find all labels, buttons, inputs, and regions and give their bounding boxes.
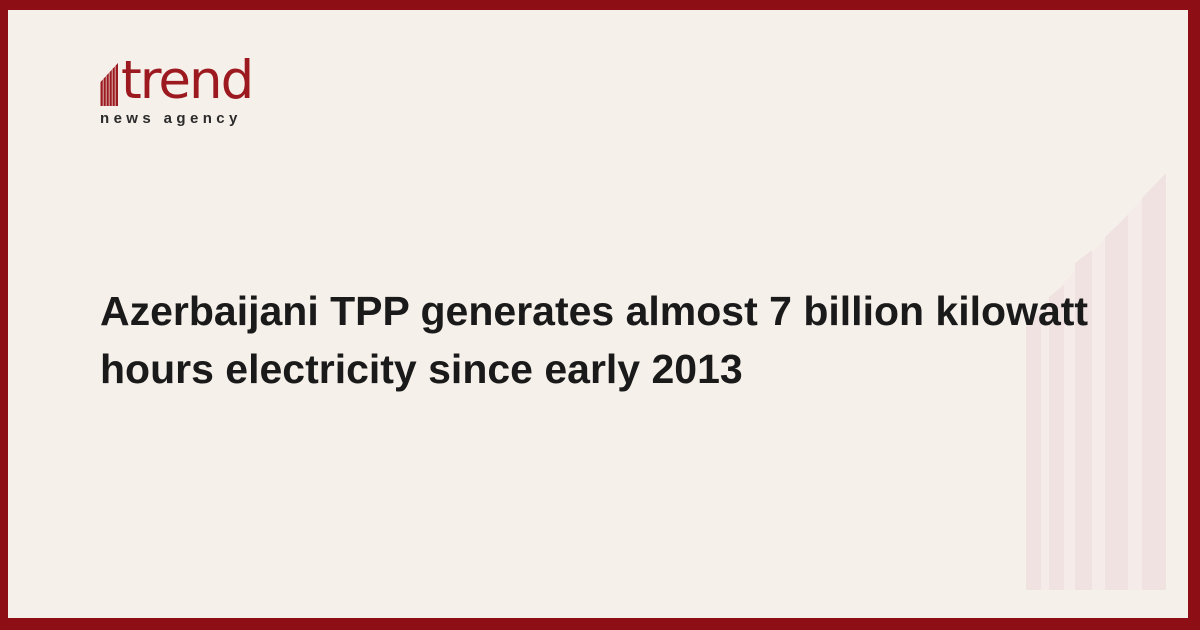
bar-5	[1142, 173, 1166, 590]
logo-wordmark: trend	[121, 50, 254, 111]
headline-line-1: Azerbaijani TPP generates almost 7 billi…	[100, 288, 1089, 334]
trend-logo: trend news agency	[100, 54, 270, 127]
ascending-bars-icon	[100, 63, 118, 106]
ascending-bars-graphic	[1026, 173, 1166, 590]
logo-row: trend	[100, 54, 270, 107]
bar-1	[1026, 312, 1041, 590]
bar-3	[1075, 250, 1092, 590]
headline-line-2: hours electricity since early 2013	[100, 346, 743, 392]
logo-subtext: news agency	[100, 110, 242, 127]
bar-2	[1049, 285, 1064, 590]
headline: Azerbaijani TPP generates almost 7 billi…	[100, 282, 1089, 398]
bar-4	[1105, 215, 1128, 590]
card-canvas: trend news agency Azerbaijani TPP genera…	[8, 10, 1188, 618]
